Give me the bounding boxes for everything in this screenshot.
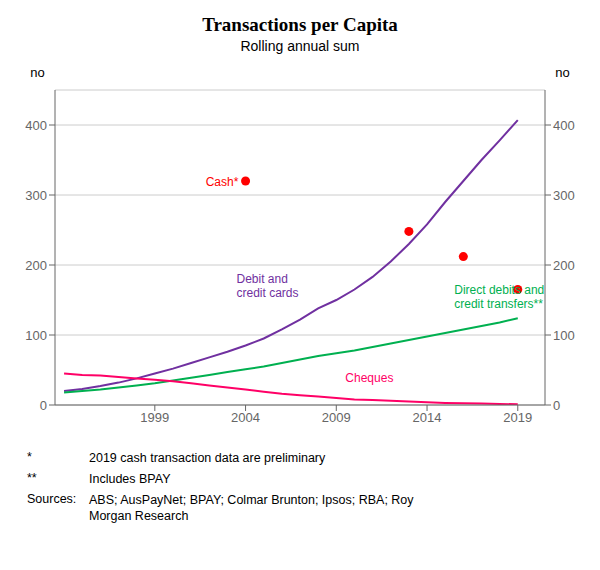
svg-text:1999: 1999: [140, 410, 169, 425]
html-text:no: no: [30, 65, 45, 80]
svg-text:0: 0: [553, 398, 560, 413]
svg-text:300: 300: [25, 188, 47, 203]
svg-text:Cash*: Cash*: [206, 175, 239, 189]
svg-text:100: 100: [25, 328, 47, 343]
html-text:Rolling annual sum: Rolling annual sum: [240, 38, 360, 54]
svg-text:Direct debits andcredit transf: Direct debits andcredit transfers**: [454, 283, 544, 311]
html-text:2019 cash transaction data are: 2019 cash transaction data are prelimina…: [89, 451, 326, 465]
svg-text:2014: 2014: [413, 410, 442, 425]
svg-text:Cheques: Cheques: [345, 371, 393, 385]
html-text:ABS; AusPayNet; BPAY; Colmar B: ABS; AusPayNet; BPAY; Colmar Brunton; Ip…: [89, 493, 414, 523]
svg-text:0: 0: [40, 398, 47, 413]
svg-text:200: 200: [25, 258, 47, 273]
html-text:Sources:: Sources:: [27, 492, 77, 506]
svg-text:2009: 2009: [322, 410, 351, 425]
svg-text:100: 100: [553, 328, 575, 343]
svg-text:400: 400: [25, 118, 47, 133]
svg-text:2004: 2004: [231, 410, 260, 425]
svg-text:200: 200: [553, 258, 575, 273]
svg-text:2019: 2019: [503, 410, 532, 425]
html-text:Includes BPAY: Includes BPAY: [89, 472, 171, 486]
svg-text:300: 300: [553, 188, 575, 203]
svg-text:400: 400: [553, 118, 575, 133]
html-text:no: no: [555, 65, 570, 80]
html-text:Transactions per Capita: Transactions per Capita: [202, 14, 398, 35]
svg-text:Debit andcredit cards: Debit andcredit cards: [236, 272, 298, 300]
